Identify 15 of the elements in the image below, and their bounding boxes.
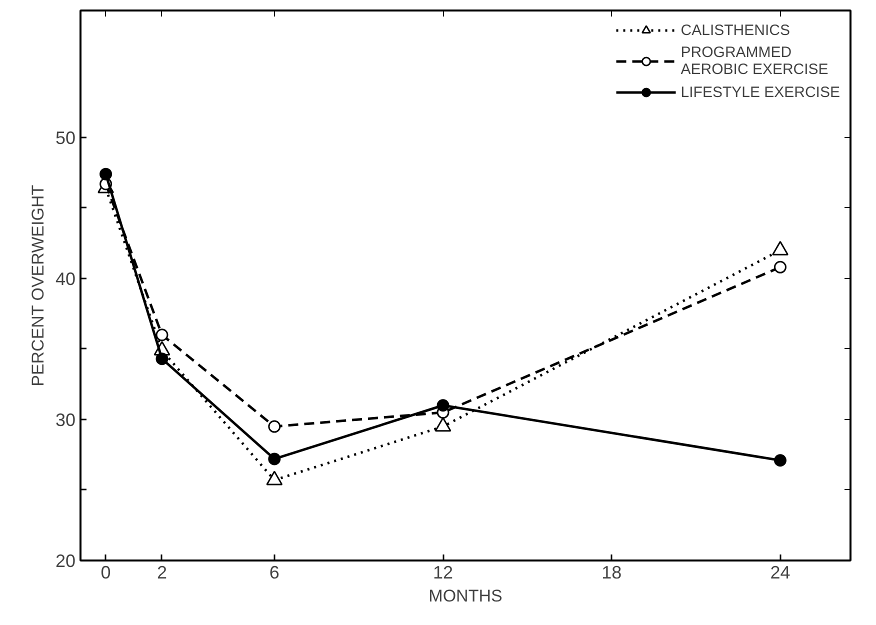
y-tick-label: 50 (55, 128, 76, 148)
x-tick-label: 12 (433, 562, 454, 582)
x-axis-title: MONTHS (428, 586, 502, 606)
legend-label: CALISTHENICS (680, 22, 790, 38)
x-tick-label: 0 (100, 562, 111, 582)
legend-label: PROGRAMMED AEROBIC EXERCISE (680, 44, 828, 78)
legend-label: LIFESTYLE EXERCISE (680, 84, 840, 100)
y-tick-label: 40 (55, 268, 76, 289)
x-tick-label: 24 (770, 562, 790, 582)
x-tick-label: 6 (269, 562, 280, 582)
x-tick-label: 18 (602, 562, 622, 582)
y-tick-label: 30 (55, 410, 76, 430)
y-tick-label: 20 (55, 551, 76, 571)
x-tick-label: 2 (156, 562, 168, 582)
y-axis-title: PERCENT OVERWEIGHT (28, 184, 48, 386)
